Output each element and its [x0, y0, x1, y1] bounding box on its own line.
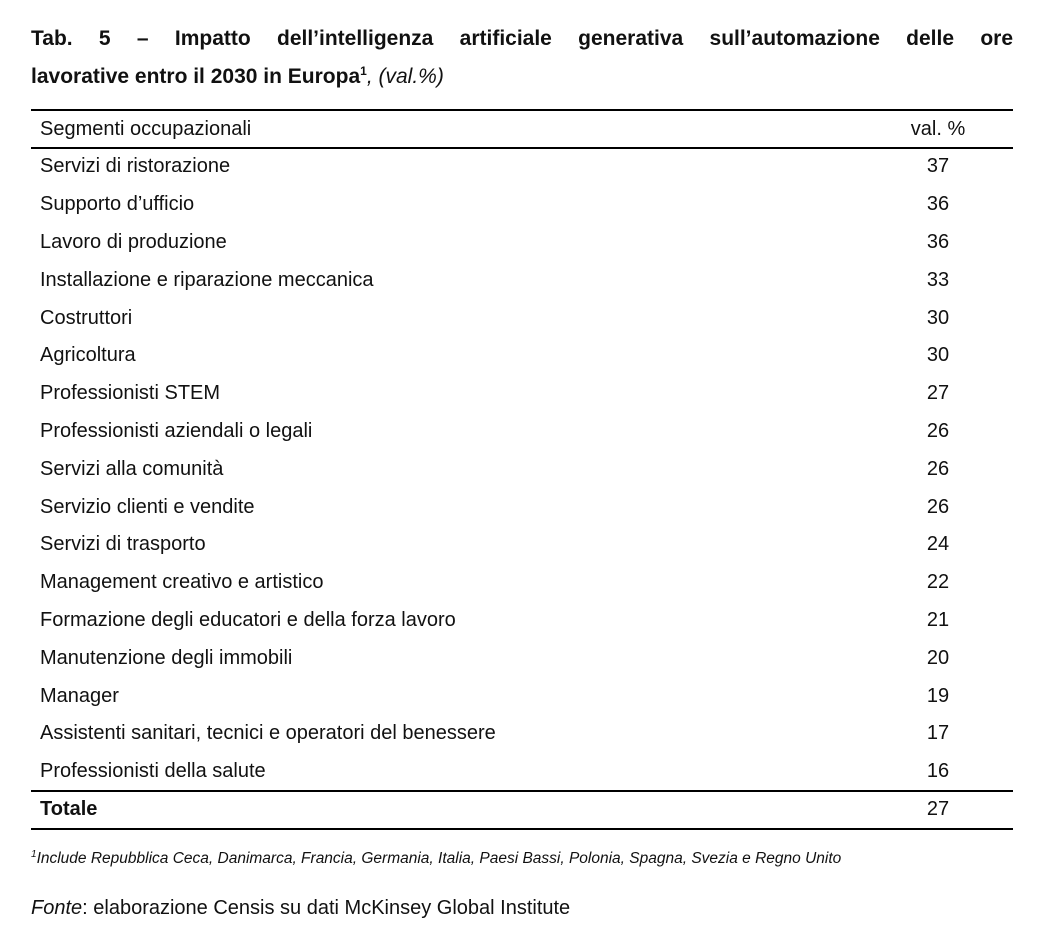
header-value: val. %: [910, 118, 966, 140]
segment-cell: Servizi di ristorazione: [40, 155, 231, 178]
title-line-1: Tab. 5 – Impatto dell’intelligenza artif…: [31, 27, 1013, 50]
segment-cell: Assistenti sanitari, tecnici e operatori…: [40, 722, 496, 745]
value-cell: 20: [926, 646, 950, 669]
table-row: Professionisti aziendali o legali 26: [31, 413, 1013, 451]
source-label: Fonte: [31, 897, 83, 919]
segment-cell: Lavoro di produzione: [40, 230, 227, 253]
value-cell: 24: [926, 533, 950, 556]
value-cell: 26: [926, 495, 950, 518]
header-rule: [31, 147, 1013, 149]
segment-cell: Management creativo e artistico: [40, 571, 324, 594]
segment-cell: Professionisti STEM: [40, 382, 221, 405]
total-label: Totale: [40, 797, 98, 820]
segment-cell: Formazione degli educatori e della forza…: [40, 608, 456, 631]
table-row: Formazione degli educatori e della forza…: [31, 602, 1013, 640]
value-cell: 26: [926, 419, 950, 442]
segment-cell: Manager: [40, 684, 119, 707]
value-cell: 26: [926, 457, 950, 480]
table-row: Assistenti sanitari, tecnici e operatori…: [31, 715, 1013, 753]
value-cell: 27: [926, 382, 950, 405]
table-row: Servizio clienti e vendite 26: [31, 488, 1013, 526]
table-title: Tab. 5 – Impatto dell’intelligenza artif…: [31, 20, 1013, 96]
segment-cell: Agricoltura: [40, 344, 136, 367]
value-cell: 30: [926, 344, 950, 367]
segment-cell: Manutenzione degli immobili: [40, 646, 293, 669]
footnote-text: Include Repubblica Ceca, Danimarca, Fran…: [36, 850, 842, 868]
table-row: Supporto d’ufficio 36: [31, 186, 1013, 224]
data-table: Segmenti occupazionali val. % Servizi di…: [31, 111, 1013, 828]
table-header-row: Segmenti occupazionali val. %: [31, 111, 1013, 148]
table-row: Professionisti della salute 16: [31, 753, 1013, 791]
value-cell: 17: [926, 722, 950, 745]
value-cell: 19: [926, 684, 950, 707]
footnote: 1Include Repubblica Ceca, Danimarca, Fra…: [31, 849, 841, 868]
top-rule: [31, 109, 1013, 111]
value-cell: 36: [926, 193, 950, 216]
bottom-rule: [31, 828, 1013, 830]
source-note: Fonte: elaborazione Censis su dati McKin…: [31, 897, 570, 920]
segment-cell: Supporto d’ufficio: [40, 193, 195, 216]
source-text: : elaborazione Censis su dati McKinsey G…: [82, 897, 571, 919]
title-unit: , (val.%): [366, 65, 444, 88]
segment-cell: Professionisti aziendali o legali: [40, 419, 313, 442]
segment-cell: Servizio clienti e vendite: [40, 495, 255, 518]
table-row: Professionisti STEM 27: [31, 375, 1013, 413]
value-cell: 33: [926, 268, 950, 291]
table-row: Manager 19: [31, 677, 1013, 715]
table-row: Manutenzione degli immobili 20: [31, 639, 1013, 677]
segment-cell: Installazione e riparazione meccanica: [40, 268, 374, 291]
table-row: Lavoro di produzione 36: [31, 224, 1013, 262]
footnote-mark: 1: [31, 849, 37, 860]
total-row: Totale 27: [31, 791, 1013, 829]
table-row: Installazione e riparazione meccanica 33: [31, 261, 1013, 299]
segment-cell: Servizi alla comunità: [40, 457, 224, 480]
total-value: 27: [926, 797, 950, 820]
table-row: Costruttori 30: [31, 299, 1013, 337]
value-cell: 22: [926, 571, 950, 594]
total-rule: [31, 790, 1013, 792]
value-cell: 21: [926, 608, 950, 631]
title-footnote-mark: 1: [360, 64, 367, 78]
value-cell: 36: [926, 230, 950, 253]
segment-cell: Professionisti della salute: [40, 760, 266, 783]
table-row: Servizi alla comunità 26: [31, 450, 1013, 488]
segment-cell: Servizi di trasporto: [40, 533, 206, 556]
table-row: Agricoltura 30: [31, 337, 1013, 375]
table-row: Servizi di ristorazione 37: [31, 148, 1013, 186]
table-row: Management creativo e artistico 22: [31, 564, 1013, 602]
value-cell: 16: [926, 760, 950, 783]
table-row: Servizi di trasporto 24: [31, 526, 1013, 564]
segment-cell: Costruttori: [40, 306, 133, 329]
value-cell: 30: [926, 306, 950, 329]
header-segment: Segmenti occupazionali: [40, 118, 252, 140]
title-line-2: lavorative entro il 2030 in Europa: [31, 65, 361, 88]
value-cell: 37: [926, 155, 950, 178]
